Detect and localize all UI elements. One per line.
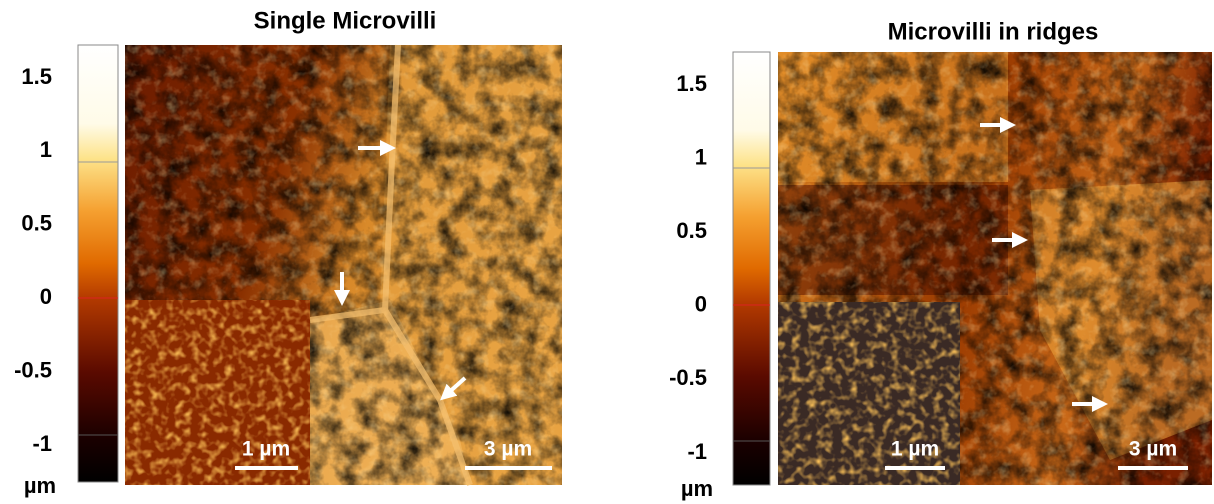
colorbar [78,45,118,482]
colorbar-tick-label: -1 [32,431,52,456]
colorbar-tick-label: -1 [687,439,707,464]
colorbar-unit: µm [24,473,56,498]
colorbar-tick-label: 0 [695,292,707,317]
colorbar-tick-label: 0.5 [676,218,707,243]
colorbar-tick-label: 1 [40,137,52,162]
figure: Single Microvilli µm 1 µm 3 µm Microv [0,0,1214,504]
colorbar-tick-label: -0.5 [14,357,52,382]
colorbar-tick-label: 1 [695,144,707,169]
scale-bar-label: 1 µm [242,438,290,461]
colorbar [733,52,770,485]
panel-title: Single Microvilli [254,7,437,34]
scale-bar-label: 1 µm [891,438,939,461]
colorbar-tick-label: 1.5 [21,64,52,89]
panel-right: Microvilli in ridges µm 1 µm 3 µm [681,18,1212,500]
scale-bar-label: 3 µm [1129,438,1177,461]
panel-title: Microvilli in ridges [888,18,1099,45]
colorbar-unit: µm [681,476,713,501]
colorbar-tick-label: 0.5 [21,211,52,236]
colorbar-tick-label: 1.5 [676,71,707,96]
colorbar-tick-label: 0 [40,284,52,309]
panel-left: Single Microvilli µm 1 µm 3 µm [24,7,562,497]
scale-bar-label: 3 µm [484,438,532,461]
colorbar-tick-label: -0.5 [669,365,707,390]
